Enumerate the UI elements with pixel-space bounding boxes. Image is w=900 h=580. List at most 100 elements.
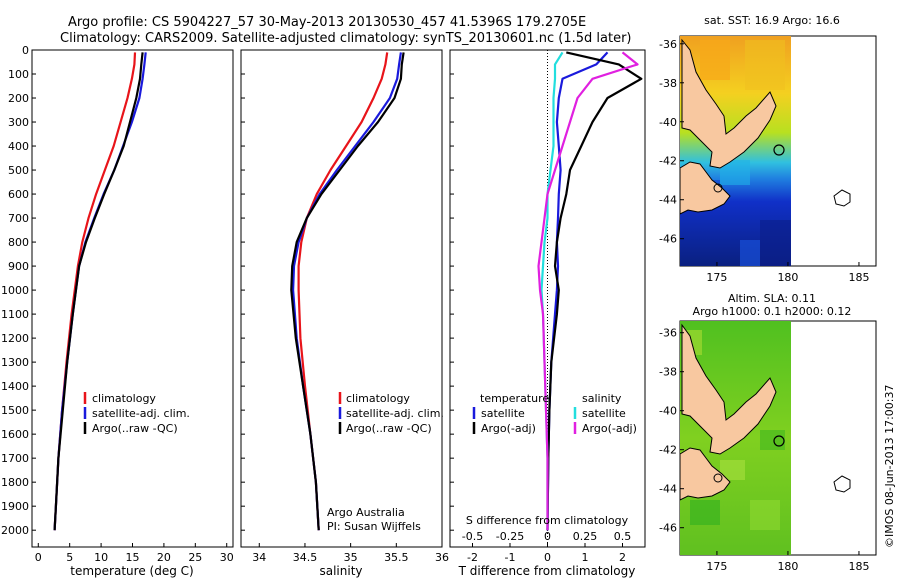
- legend-label-climatology: climatology: [346, 392, 410, 405]
- credit-org: Argo Australia: [327, 506, 405, 519]
- imos-timestamp: ©IMOS 08-Jun-2013 17:00:37: [883, 384, 896, 548]
- salinity-lines: [290, 52, 405, 531]
- series-line: [53, 52, 144, 531]
- salinity-legend: climatology satellite-adj. clim. Argo(..…: [338, 392, 444, 435]
- sla-argo-ring-2: [713, 473, 723, 483]
- difference-panel: -2 -1 0 1 2 -0.5 -0.25 0 0.25 0.5 T difference f…: [449, 49, 646, 578]
- lat-tick-label: -42: [659, 444, 677, 457]
- lat-tick-label: -36: [659, 327, 677, 340]
- x-tick-label: 35.5: [384, 551, 409, 564]
- sst-argo-ring-2: [713, 183, 723, 193]
- lat-tick-label: -44: [659, 194, 677, 207]
- x-tick-label: 34.5: [293, 551, 318, 564]
- depth-tick-label: 300: [8, 116, 29, 129]
- depth-tick-label: 800: [8, 236, 29, 249]
- x-tick-label: 5: [66, 551, 73, 564]
- series-line: [290, 52, 405, 531]
- x-tick-label: 10: [94, 551, 108, 564]
- sla-map-title: Altim. SLA: 0.11: [728, 292, 816, 305]
- x-tick-label: 35: [344, 551, 358, 564]
- x-tick-label: -1: [505, 551, 516, 564]
- sla-map-axes: 175 180 185 -36 -38 -40 -42 -44 -46: [659, 327, 869, 573]
- depth-tick-label: 1200: [1, 332, 29, 345]
- sla-argo-location: [773, 435, 785, 447]
- s-difference-axis: -0.5 -0.25 0 0.25 0.5: [462, 530, 631, 543]
- depth-tick-label: 1000: [1, 284, 29, 297]
- title-line-2: Climatology: CARS2009. Satellite-adjuste…: [60, 31, 632, 46]
- x-tick-label: 0: [35, 551, 42, 564]
- lon-tick-label: 180: [777, 560, 798, 573]
- depth-tick-label: 700: [8, 212, 29, 225]
- depth-tick-label: 600: [8, 188, 29, 201]
- lat-tick-label: -40: [659, 116, 677, 129]
- depth-tick-label: 100: [8, 68, 29, 81]
- salinity-panel: 34 34.5 35 35.5 36 salinity climatology sate…: [240, 49, 449, 578]
- sla-land: [679, 323, 851, 501]
- sst-south-island: [679, 161, 731, 215]
- temperature-panel: 0 100 200 300 400 500 600 700 800 900 1000 1100 1200…: [1, 44, 234, 578]
- depth-tick-label: 1600: [1, 428, 29, 441]
- temperature-xlabel: temperature (deg C): [70, 564, 193, 578]
- lon-tick-label: 185: [848, 560, 869, 573]
- sst-map: sat. SST: 16.9 Argo: 16.6 175 180 185 -36 -3…: [659, 14, 877, 284]
- depth-tick-label: 1800: [1, 476, 29, 489]
- lat-tick-label: -36: [659, 38, 677, 51]
- legend-label-t-satellite: satellite: [481, 407, 525, 420]
- legend-label-s-satellite: satellite: [582, 407, 626, 420]
- depth-tick-label: 1900: [1, 500, 29, 513]
- lat-tick-label: -44: [659, 483, 677, 496]
- lon-tick-label: 175: [706, 560, 727, 573]
- lon-tick-label: 185: [848, 271, 869, 284]
- sst-argo-location: [773, 144, 785, 156]
- legend-title-salinity: salinity: [582, 392, 622, 405]
- x-tick-label: 15: [126, 551, 140, 564]
- s-tick-label: -0.25: [496, 530, 524, 543]
- depth-tick-label: 200: [8, 92, 29, 105]
- x-tick-label: 30: [220, 551, 234, 564]
- sla-field: [680, 321, 791, 555]
- legend-label-t-argo: Argo(-adj): [481, 422, 536, 435]
- depth-tick-label: 500: [8, 164, 29, 177]
- difference-lines: [537, 51, 643, 531]
- credit-pi: PI: Susan Wijffels: [327, 520, 421, 533]
- legend-label-satellite-adj: satellite-adj. clim.: [346, 407, 444, 420]
- x-tick-label: 2: [619, 551, 626, 564]
- sla-map-subtitle: Argo h1000: 0.1 h2000: 0.12: [693, 305, 852, 318]
- legend-label-climatology: climatology: [92, 392, 156, 405]
- sla-map: Altim. SLA: 0.11 Argo h1000: 0.1 h2000: …: [659, 292, 877, 573]
- salinity-axis: 34 34.5 35 35.5 36: [241, 49, 449, 564]
- series-line: [537, 51, 639, 531]
- lat-tick-label: -46: [659, 522, 677, 535]
- depth-tick-label: 1500: [1, 404, 29, 417]
- temperature-lines: [53, 52, 147, 531]
- title-line-1: Argo profile: CS 5904227_57 30-May-2013 …: [68, 15, 586, 30]
- temperature-axes-box: [31, 49, 234, 548]
- x-tick-label: 20: [157, 551, 171, 564]
- lat-tick-label: -38: [659, 366, 677, 379]
- x-tick-label: 34: [252, 551, 266, 564]
- x-tick-label: 0: [544, 551, 551, 564]
- depth-tick-label: 1100: [1, 308, 29, 321]
- s-difference-label: S difference from climatology: [466, 514, 629, 527]
- legend-title-temperature: temperature: [480, 392, 549, 405]
- depth-tick-label: 1700: [1, 452, 29, 465]
- sla-chatham-island: [833, 475, 851, 493]
- depth-tick-label: 900: [8, 260, 29, 273]
- sst-chatham-island: [833, 189, 851, 207]
- salinity-axes-box: [240, 49, 443, 548]
- sla-south-island: [679, 447, 731, 501]
- legend-label-s-argo: Argo(-adj): [582, 422, 637, 435]
- depth-tick-label: 400: [8, 140, 29, 153]
- legend-label-argo: Argo(..raw -QC): [92, 422, 178, 435]
- sla-north-island: [681, 323, 777, 455]
- x-tick-label: -2: [467, 551, 478, 564]
- s-tick-label: 0.5: [614, 530, 632, 543]
- t-difference-xlabel: T difference from climatology: [458, 564, 636, 578]
- sst-north-island: [681, 38, 777, 169]
- temperature-legend: climatology satellite-adj. clim. Argo(..…: [83, 392, 190, 435]
- lat-tick-label: -40: [659, 405, 677, 418]
- lon-tick-label: 180: [777, 271, 798, 284]
- s-tick-label: 0: [544, 530, 551, 543]
- x-tick-label: 36: [435, 551, 449, 564]
